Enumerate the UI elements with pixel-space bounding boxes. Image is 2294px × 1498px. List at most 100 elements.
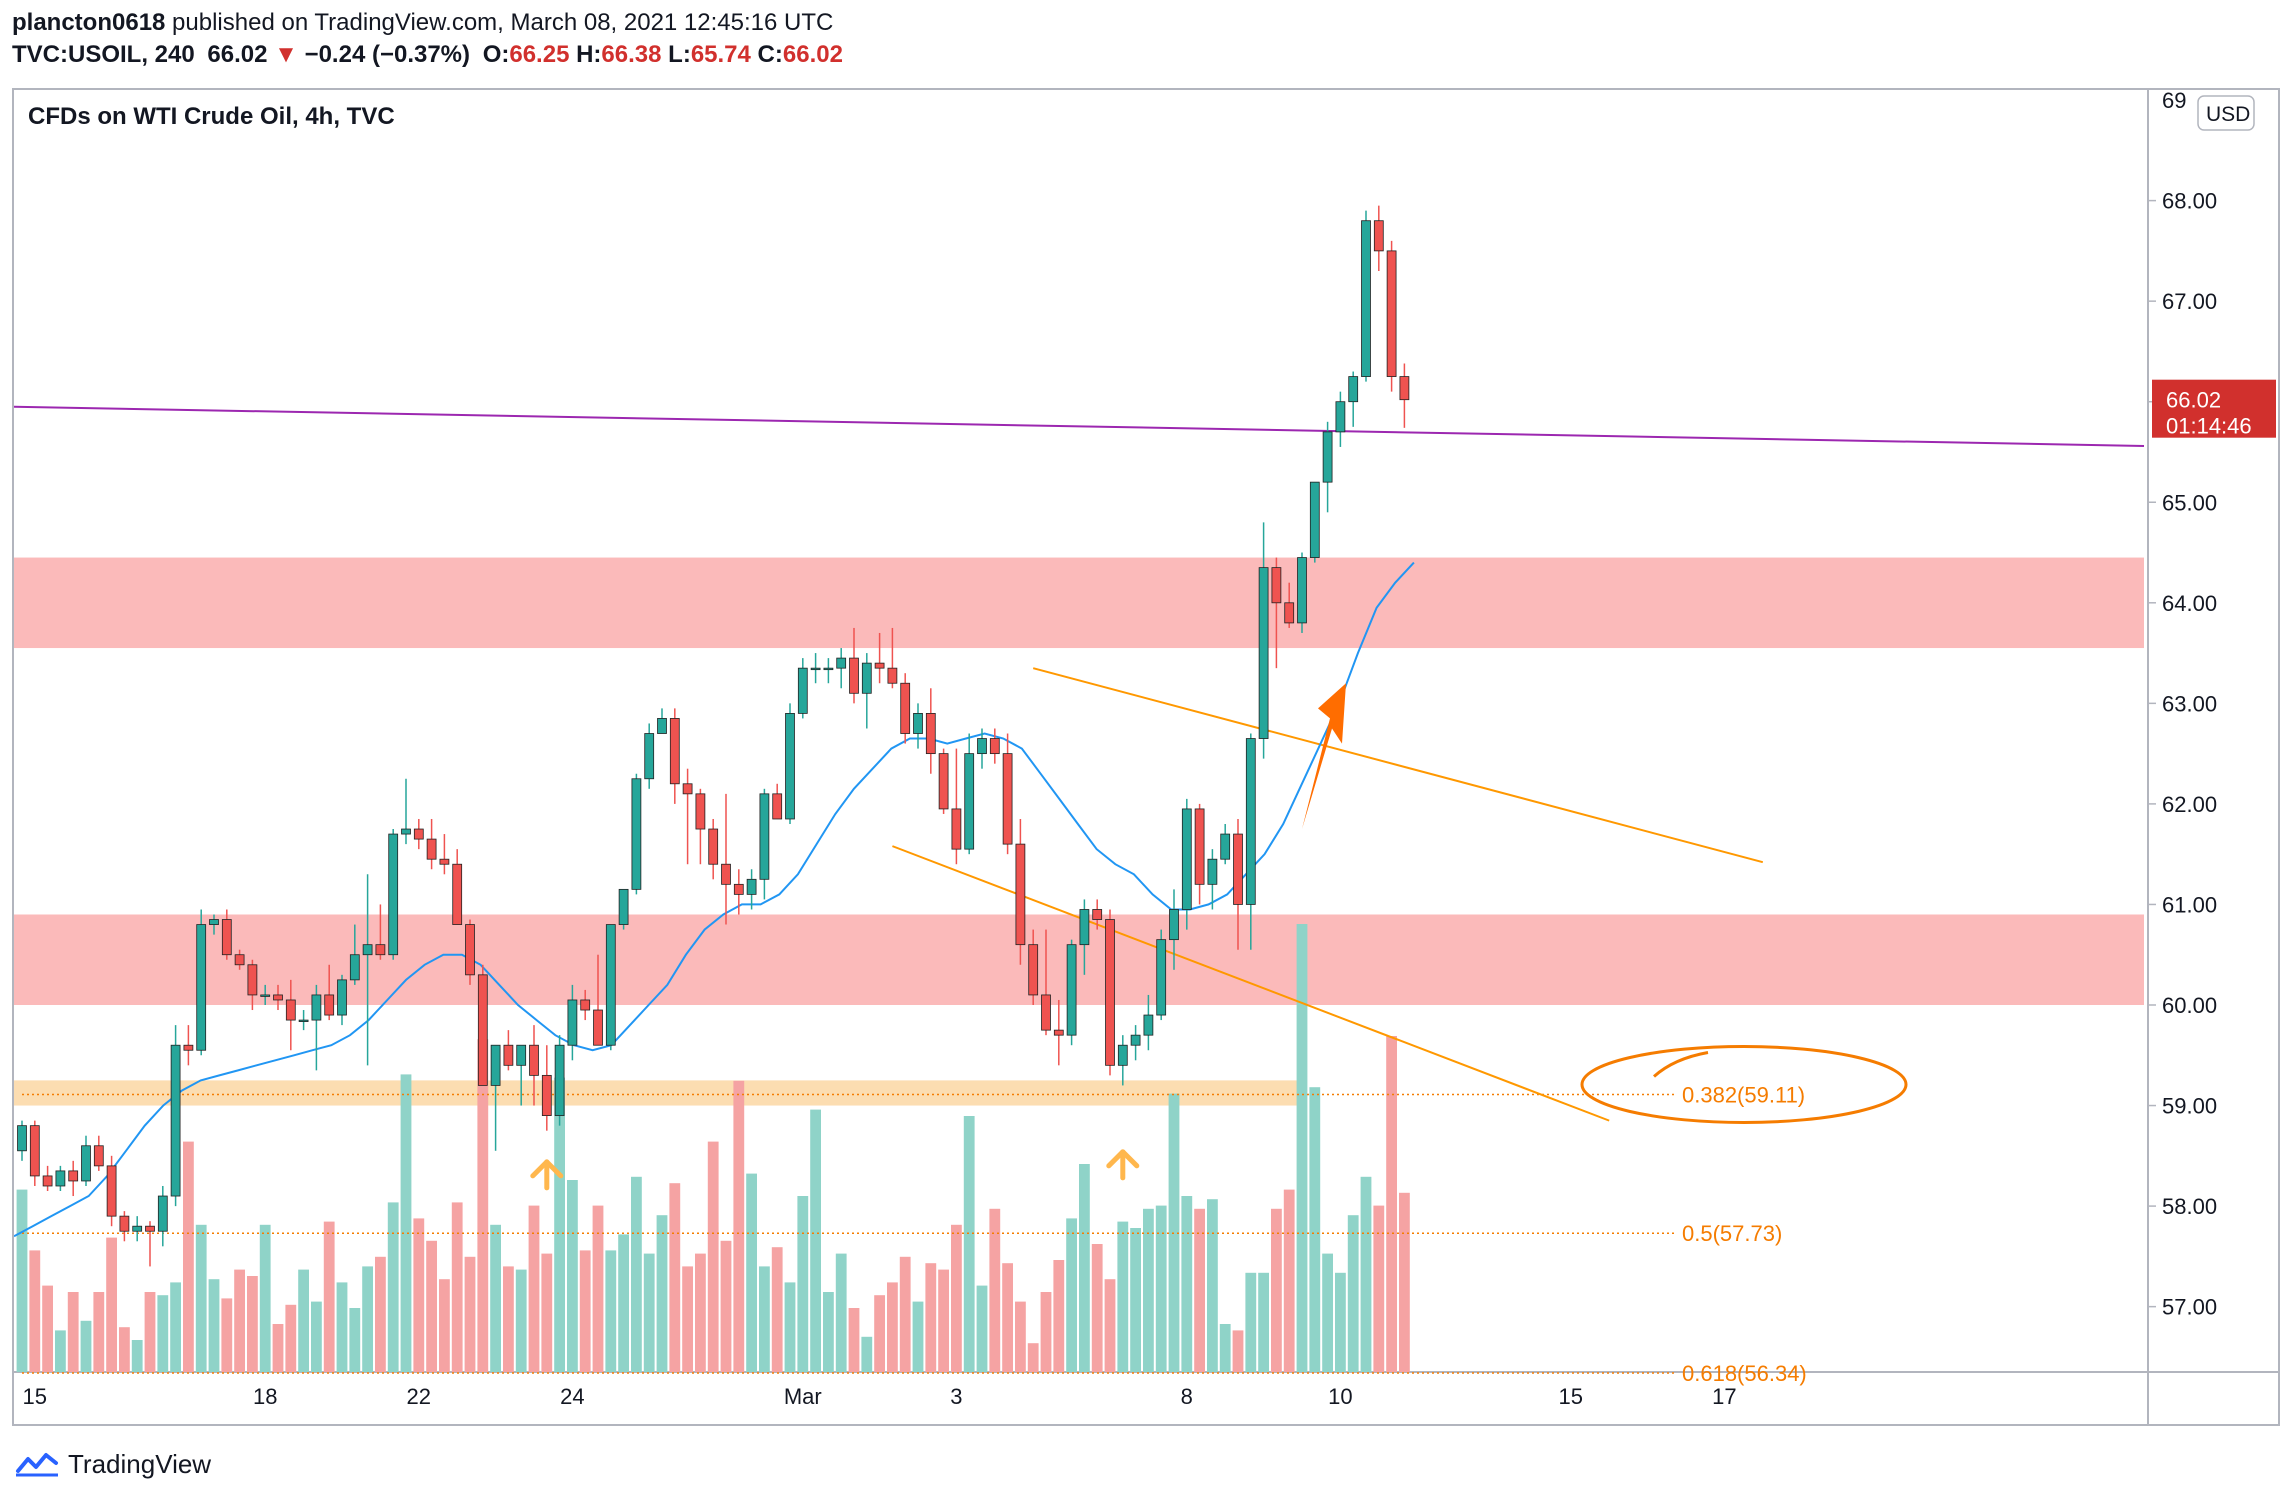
- currency-badge: [2197, 95, 2255, 131]
- candle-body: [1066, 944, 1077, 1036]
- moving-average-line: [14, 561, 1415, 1238]
- candle: [1309, 481, 1320, 563]
- candle-body: [247, 964, 258, 996]
- chart-title: CFDs on WTI Crude Oil, 4h, TVC: [28, 103, 395, 130]
- candle-body: [145, 1225, 155, 1232]
- candle-body: [1041, 994, 1051, 1031]
- volume-bar: [1271, 1208, 1282, 1372]
- candle: [132, 1216, 143, 1242]
- candle-body: [132, 1225, 143, 1232]
- candle-body: [1117, 1044, 1128, 1066]
- volume-bar: [1283, 1189, 1295, 1372]
- candle-body: [605, 924, 616, 1046]
- volume-bar: [477, 1039, 489, 1372]
- candle: [401, 778, 411, 845]
- resistance-line: [14, 405, 2145, 447]
- volume-bar: [336, 1282, 348, 1372]
- price-tick-label: 57.00: [2162, 1295, 2217, 1320]
- candle: [657, 708, 667, 734]
- candle-body: [593, 1009, 603, 1046]
- volume-bar: [643, 1253, 655, 1372]
- candle: [1245, 733, 1256, 950]
- volume-bar: [195, 1224, 207, 1372]
- candle: [772, 783, 783, 820]
- candle: [209, 914, 219, 935]
- candle: [413, 818, 424, 850]
- candle: [324, 964, 335, 1021]
- high-label: H:: [576, 41, 602, 68]
- candle-body: [285, 999, 296, 1021]
- time-tick-label: 15: [23, 1384, 47, 1409]
- candle: [593, 954, 603, 1046]
- candle: [1194, 803, 1205, 905]
- price-chart[interactable]: 0.382(59.11) 0.5(57.73) 0.618(56.34) CFDs o…: [14, 90, 2278, 1424]
- candle: [554, 1035, 565, 1126]
- volume-bar: [234, 1269, 245, 1372]
- volume-bar: [810, 1109, 821, 1372]
- volume-bar: [1219, 1324, 1231, 1372]
- chart-panel[interactable]: 0.382(59.11) 0.5(57.73) 0.618(56.34) CFDs o…: [12, 88, 2280, 1426]
- candle: [951, 748, 962, 865]
- countdown-label: 01:14:46: [2166, 414, 2252, 439]
- candle: [1386, 240, 1397, 392]
- volume-bar: [1181, 1196, 1193, 1372]
- candle: [797, 658, 808, 719]
- candle: [618, 888, 629, 930]
- candle: [1015, 818, 1026, 965]
- candle: [887, 627, 898, 689]
- candle-body: [516, 1044, 527, 1066]
- candle: [1373, 205, 1384, 271]
- candle-body: [1028, 944, 1039, 996]
- candle-body: [477, 974, 488, 1086]
- change: −0.24 (−0.37%): [304, 41, 471, 68]
- volume-bar: [899, 1256, 911, 1372]
- volume-bar: [720, 1240, 732, 1372]
- price-tick-label: 68.00: [2162, 189, 2217, 214]
- candle: [1399, 363, 1410, 428]
- candle-body: [823, 667, 834, 671]
- fib-level-label: 0.618(56.34): [1682, 1361, 1807, 1386]
- candle: [823, 658, 834, 684]
- author[interactable]: plancton0618: [12, 9, 166, 36]
- candle: [516, 1044, 527, 1106]
- close-label: C:: [757, 41, 783, 68]
- volume-bar: [746, 1173, 757, 1372]
- volume-bar: [1015, 1301, 1026, 1372]
- volume-bar: [1296, 924, 1308, 1372]
- volume-bar: [631, 1176, 642, 1372]
- candle: [1066, 939, 1077, 1046]
- volume-bar: [451, 1202, 463, 1372]
- price-tick-label: 58.00: [2162, 1194, 2217, 1219]
- candle-body: [618, 888, 629, 925]
- candle-body: [644, 733, 655, 780]
- volume-bar: [848, 1308, 860, 1372]
- candle: [503, 1030, 514, 1071]
- candle: [1156, 929, 1167, 1021]
- candle-body: [785, 713, 795, 820]
- candle-body: [669, 718, 680, 785]
- volume-bar: [1130, 1228, 1141, 1372]
- candle: [1028, 929, 1039, 1005]
- volume-bar: [618, 1234, 629, 1372]
- volume-bar: [400, 1074, 412, 1372]
- volume-bar: [1386, 1036, 1397, 1372]
- candle: [1284, 582, 1295, 628]
- candle-body: [503, 1044, 514, 1066]
- volume-bar: [55, 1330, 66, 1372]
- candle-body: [490, 1044, 501, 1086]
- volume-bar: [1066, 1218, 1077, 1372]
- tradingview-logo[interactable]: TradingView: [14, 1446, 211, 1482]
- candle: [375, 904, 386, 960]
- volume-bar: [733, 1080, 745, 1372]
- high-value: 66.38: [601, 41, 662, 68]
- candle: [1002, 733, 1013, 855]
- candle-body: [337, 979, 347, 1016]
- candle-body: [349, 954, 360, 981]
- candle-body: [1399, 376, 1410, 401]
- volume-bar: [208, 1279, 220, 1372]
- candle: [260, 984, 271, 1005]
- tradingview-cloud-icon: [16, 1453, 58, 1477]
- volume-bar: [1360, 1176, 1372, 1372]
- volume-bar: [554, 1077, 565, 1372]
- candle: [349, 924, 360, 985]
